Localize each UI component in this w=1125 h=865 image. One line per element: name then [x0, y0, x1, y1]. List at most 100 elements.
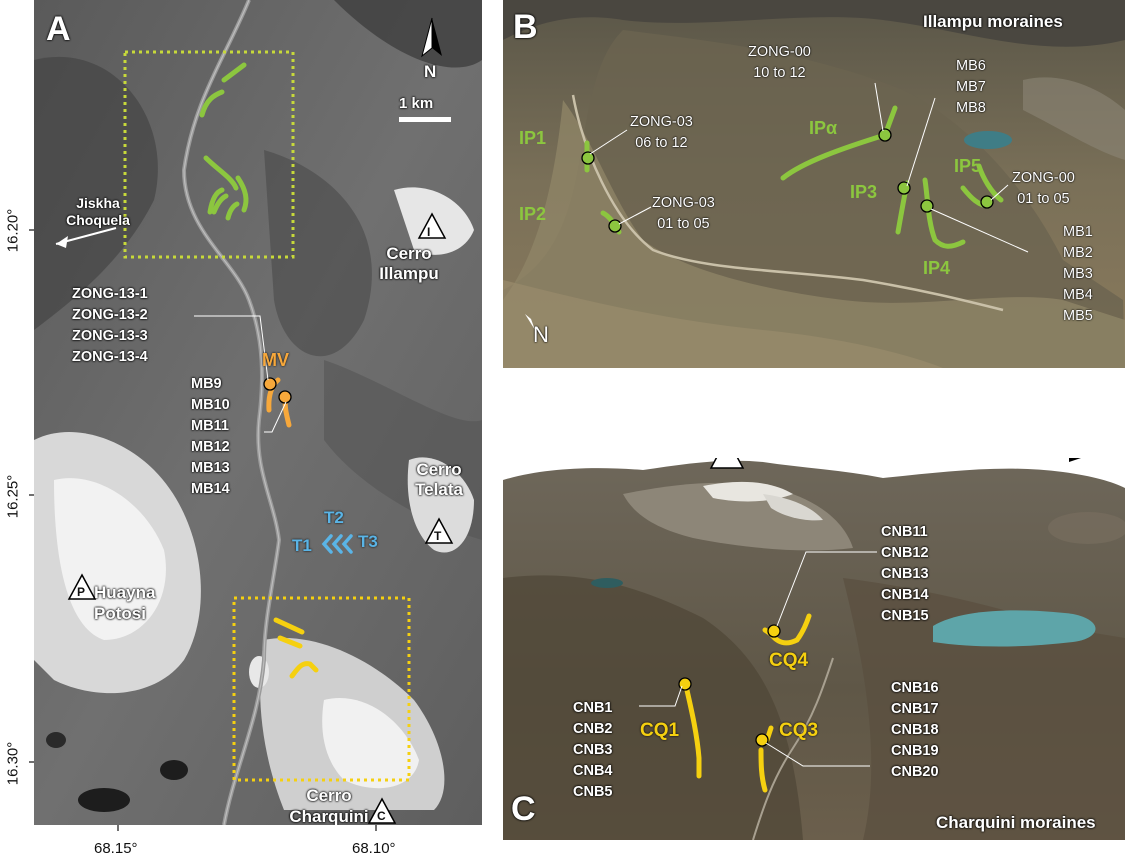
- leader-lines: [639, 551, 877, 767]
- charquini-peak-icon: [709, 458, 745, 469]
- mb-lower-sample-list: MB1 MB2 MB3 MB4 MB5: [1063, 222, 1093, 327]
- panel-c-charquini-3d-view: C N C Charquini moraines CQ1 CQ3 CQ4 CNB…: [503, 458, 1125, 840]
- panel-a-terrain: [34, 0, 482, 825]
- huayna-label: Huayna Potosi: [94, 583, 156, 623]
- panel-letter: C: [511, 790, 536, 828]
- sample-id: MB13: [191, 460, 230, 476]
- peak-icon-letter: C: [721, 458, 730, 461]
- moraine-ip5-label: IP5: [954, 156, 982, 176]
- mb-upper-sample-list: MB6 MB7 MB8: [956, 56, 986, 119]
- sample-id: ZONG-00: [1012, 170, 1075, 186]
- sample-id: MB2: [1063, 245, 1093, 261]
- panel-letter: B: [513, 8, 538, 46]
- north-arrow-c: [1069, 458, 1081, 462]
- mv-label: MV: [262, 350, 289, 370]
- mv-sample-point: [263, 377, 277, 391]
- illampu-label: Cerro Illampu: [379, 244, 439, 283]
- jiskha-label: Jiskha Choquela: [66, 195, 130, 228]
- sample-id: CNB3: [573, 742, 613, 758]
- panel-b-illampu-3d-view: B Illampu moraines N IP1 IP2 IPα IP3 IP4…: [503, 0, 1125, 368]
- sample-range: 06 to 12: [635, 135, 688, 151]
- panel-b-terrain: [503, 0, 1125, 368]
- sample-id: CNB19: [891, 743, 939, 759]
- sample-zong03-lower: ZONG-03 01 to 05: [652, 193, 715, 235]
- sample-id: MB14: [191, 481, 230, 497]
- sample-id: CNB16: [891, 680, 939, 696]
- sample-id: MB4: [1063, 287, 1093, 303]
- sample-id: ZONG-03: [630, 114, 693, 130]
- sample-id: MB10: [191, 397, 230, 413]
- scale-bar: [399, 117, 451, 122]
- sample-id: MB12: [191, 439, 230, 455]
- sample-id: ZONG-03: [652, 195, 715, 211]
- huayna-peak-icon: [67, 573, 97, 600]
- illampu-inset-box: [123, 50, 295, 259]
- north-label: N: [533, 322, 549, 347]
- sample-id: MB6: [956, 58, 986, 74]
- charquini-sample-points: [678, 624, 781, 747]
- sample-id: MB11: [191, 418, 229, 434]
- illampu-moraine-traces: [199, 62, 249, 221]
- charquini-moraine-traces: [273, 617, 319, 679]
- illampu-icon-letter: I: [427, 225, 431, 239]
- sample-zong00-upper: ZONG-00 10 to 12: [748, 42, 811, 84]
- sample-id: CNB1: [573, 700, 613, 716]
- sample-id: CNB2: [573, 721, 613, 737]
- sample-id: MB9: [191, 376, 222, 392]
- panel-c-title: Charquini moraines: [936, 813, 1096, 832]
- moraine-cq1-label: CQ1: [640, 720, 680, 741]
- moraine-ip2-label: IP2: [519, 204, 547, 224]
- panel-a-satellite-map: A N 1 km Jiskha Choquela I Cerro Illampu…: [34, 0, 482, 825]
- charquini-label: Cerro Charquini: [289, 786, 369, 825]
- sample-id: MB8: [956, 100, 986, 116]
- telata-icon-letter: T: [434, 529, 442, 543]
- moraine-ip3-label: IP3: [850, 182, 878, 202]
- sample-id: MB3: [1063, 266, 1093, 282]
- sample-id: ZONG-13-4: [72, 349, 148, 365]
- sample-id: MB5: [1063, 308, 1093, 324]
- sample-id: MB1: [1063, 224, 1093, 240]
- panel-a-axes: [29, 229, 377, 831]
- huayna-icon-letter: P: [77, 585, 86, 599]
- sample-range: 01 to 05: [1017, 191, 1070, 207]
- sample-id: ZONG-13-3: [72, 328, 148, 344]
- charquini-peak-icon: [367, 797, 397, 824]
- sample-id: CNB14: [881, 587, 929, 603]
- north-label: N: [424, 62, 437, 81]
- sample-id: ZONG-00: [748, 44, 811, 60]
- terrace-t2-label: T2: [324, 508, 344, 527]
- charquini-moraine-traces: [683, 613, 812, 793]
- charquini-inset-box: [232, 596, 411, 782]
- telata-peak-icon: [424, 517, 454, 544]
- sample-id: CNB17: [891, 701, 939, 717]
- scale-bar-label: 1 km: [399, 95, 434, 112]
- longitude-tick-label: 68.10°: [352, 840, 396, 857]
- sample-range: 10 to 12: [753, 65, 806, 81]
- cnb-right-sample-list: CNB16 CNB17 CNB18 CNB19 CNB20: [891, 678, 939, 783]
- telata-label: Cerro Telata: [415, 460, 463, 499]
- sample-id: CNB20: [891, 764, 939, 780]
- illampu-sample-points: [581, 128, 994, 233]
- north-arrow-b: [525, 314, 535, 330]
- panel-letter: A: [46, 10, 71, 48]
- charquini-icon-letter: C: [377, 809, 386, 823]
- terrace-traces: [321, 534, 353, 554]
- sample-id: MB7: [956, 79, 986, 95]
- sample-zong00-right: ZONG-00 01 to 05: [1012, 168, 1075, 210]
- longitude-tick-label: 68.15°: [94, 840, 138, 857]
- sample-id: CNB5: [573, 784, 613, 800]
- terrace-t1-label: T1: [292, 536, 312, 555]
- sample-id: ZONG-13-1: [72, 286, 148, 302]
- cnb-left-sample-list: CNB1 CNB2 CNB3 CNB4 CNB5: [573, 698, 612, 803]
- panel-b-title: Illampu moraines: [923, 12, 1063, 31]
- leader-lines: [589, 82, 1029, 253]
- sample-range: 01 to 05: [657, 216, 710, 232]
- terrace-t3-label: T3: [358, 532, 378, 551]
- zong13-sample-list: ZONG-13-1 ZONG-13-2 ZONG-13-3 ZONG-13-4: [72, 284, 148, 368]
- sample-id: CNB12: [881, 545, 929, 561]
- sample-id: CNB13: [881, 566, 929, 582]
- cnb-top-sample-list: CNB11 CNB12 CNB13 CNB14 CNB15: [881, 522, 929, 627]
- sample-id: CNB4: [573, 763, 613, 779]
- sample-id: ZONG-13-2: [72, 307, 148, 323]
- mv-moraine-trace: [266, 377, 281, 413]
